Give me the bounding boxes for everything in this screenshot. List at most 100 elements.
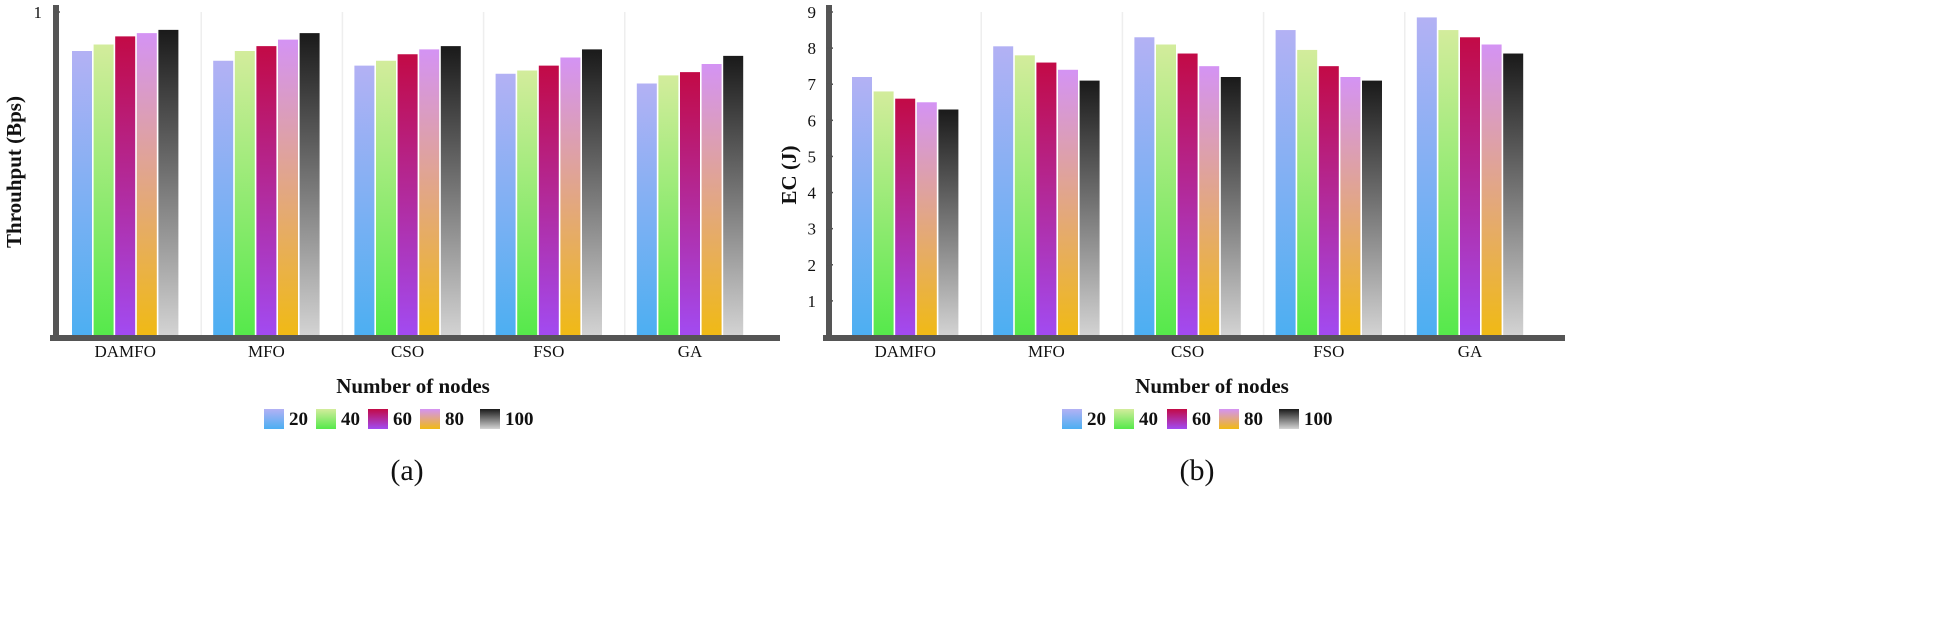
bar-ga-20 bbox=[636, 83, 657, 337]
bar-mfo-80 bbox=[278, 39, 298, 337]
legend-label-80: 80 bbox=[1244, 409, 1263, 430]
bar-fso-100 bbox=[582, 49, 602, 337]
y-tick-label: 1 bbox=[34, 3, 43, 22]
category-label: GA bbox=[1458, 342, 1483, 361]
legend-swatch-100 bbox=[480, 409, 500, 429]
bar-fso-100 bbox=[1362, 80, 1382, 337]
panel-label: (a) bbox=[390, 454, 423, 487]
y-tick-label: 5 bbox=[808, 147, 817, 166]
category-label: DAMFO bbox=[94, 342, 155, 361]
bar-damfo-40 bbox=[873, 91, 894, 337]
bar-cso-40 bbox=[376, 60, 396, 337]
throughput-chart: DAMFO MFO CSO FSO GA 1 Throuhput (Bps) Number o… bbox=[2, 3, 780, 487]
y-tick-label: 7 bbox=[808, 75, 817, 94]
legend-label-100: 100 bbox=[505, 409, 534, 430]
bar-cso-80 bbox=[1199, 66, 1220, 338]
legend-label-40: 40 bbox=[341, 409, 360, 430]
bar-fso-60 bbox=[1318, 66, 1339, 338]
bar-mfo-80 bbox=[1058, 69, 1078, 338]
legend-label-80: 80 bbox=[445, 409, 464, 430]
bar-fso-60 bbox=[538, 65, 559, 337]
bar-fso-40 bbox=[1297, 49, 1318, 338]
bar-cso-100 bbox=[1220, 77, 1241, 337]
y-tick-label: 2 bbox=[808, 256, 817, 275]
bar-damfo-20 bbox=[72, 51, 92, 337]
legend-swatch-20 bbox=[264, 409, 284, 429]
legend-label-20: 20 bbox=[289, 409, 308, 430]
bar-mfo-20 bbox=[213, 60, 234, 337]
bar-damfo-80 bbox=[916, 102, 937, 338]
legend-label-60: 60 bbox=[393, 409, 412, 430]
legend-swatch-40 bbox=[1114, 409, 1134, 429]
bar-damfo-100 bbox=[938, 109, 959, 337]
legend-swatch-80 bbox=[420, 409, 440, 429]
category-label: GA bbox=[678, 342, 703, 361]
bar-ga-80 bbox=[1481, 44, 1502, 337]
bar-ga-100 bbox=[1503, 53, 1524, 338]
panel-label: (b) bbox=[1180, 454, 1215, 487]
bar-mfo-40 bbox=[234, 51, 255, 337]
bar-damfo-20 bbox=[852, 77, 872, 337]
bar-cso-40 bbox=[1156, 44, 1176, 337]
bar-fso-80 bbox=[1340, 77, 1361, 337]
bar-mfo-100 bbox=[299, 33, 320, 337]
category-label: FSO bbox=[1313, 342, 1344, 361]
bar-fso-40 bbox=[517, 70, 538, 337]
legend-swatch-80 bbox=[1219, 409, 1239, 429]
bar-damfo-40 bbox=[93, 44, 114, 337]
bar-ga-40 bbox=[658, 75, 679, 337]
category-label: MFO bbox=[1028, 342, 1065, 361]
legend-swatch-60 bbox=[1167, 409, 1187, 429]
bar-ga-60 bbox=[1460, 37, 1480, 338]
bar-cso-20 bbox=[1134, 37, 1155, 338]
bar-mfo-40 bbox=[1014, 55, 1035, 337]
bar-cso-100 bbox=[440, 46, 461, 337]
legend-label-60: 60 bbox=[1192, 409, 1211, 430]
bar-ga-20 bbox=[1416, 17, 1437, 338]
y-tick-label: 4 bbox=[808, 184, 817, 203]
bar-cso-20 bbox=[354, 65, 375, 337]
bar-damfo-60 bbox=[115, 36, 136, 337]
y-tick-label: 1 bbox=[808, 292, 817, 311]
y-tick-label: 9 bbox=[808, 3, 817, 22]
bar-fso-20 bbox=[1275, 30, 1296, 338]
chart-panel-a: DAMFO MFO CSO FSO GA 1 Throuhput (Bps) Number o… bbox=[0, 0, 780, 623]
y-tick-label: 6 bbox=[808, 111, 817, 130]
category-label: FSO bbox=[533, 342, 564, 361]
bar-ga-100 bbox=[723, 55, 744, 337]
category-label: CSO bbox=[1171, 342, 1204, 361]
bar-cso-60 bbox=[397, 54, 418, 337]
chart-panel-b: DAMFO MFO CSO FSO GA 1 2 3 4 5 6 7 8 9 EC (J) Number of… bbox=[780, 0, 1950, 623]
bar-ga-80 bbox=[701, 64, 722, 337]
category-label: CSO bbox=[391, 342, 424, 361]
legend-label-20: 20 bbox=[1087, 409, 1106, 430]
category-label: MFO bbox=[248, 342, 285, 361]
y-tick-label: 8 bbox=[808, 39, 817, 58]
bar-mfo-60 bbox=[1036, 62, 1057, 338]
y-tick-label: 3 bbox=[808, 220, 817, 239]
bar-mfo-60 bbox=[256, 46, 277, 337]
category-label: DAMFO bbox=[874, 342, 935, 361]
bar-ga-40 bbox=[1438, 30, 1459, 338]
bar-mfo-100 bbox=[1079, 80, 1100, 337]
bar-ga-60 bbox=[680, 72, 700, 337]
energy-consumption-chart: DAMFO MFO CSO FSO GA 1 2 3 4 5 6 7 8 9 EC (J) Number of… bbox=[780, 3, 1565, 487]
bar-damfo-60 bbox=[895, 98, 916, 338]
bar-damfo-100 bbox=[158, 29, 179, 337]
y-axis-title: EC (J) bbox=[780, 146, 801, 205]
legend-label-100: 100 bbox=[1304, 409, 1333, 430]
bar-mfo-20 bbox=[993, 46, 1014, 338]
bar-fso-20 bbox=[495, 73, 516, 337]
legend-swatch-20 bbox=[1062, 409, 1082, 429]
legend-swatch-40 bbox=[316, 409, 336, 429]
bar-cso-80 bbox=[419, 49, 440, 337]
x-axis-title: Number of nodes bbox=[336, 374, 490, 398]
y-axis-title: Throuhput (Bps) bbox=[2, 96, 26, 248]
bar-cso-60 bbox=[1177, 53, 1198, 338]
legend-label-40: 40 bbox=[1139, 409, 1158, 430]
bar-fso-80 bbox=[560, 57, 581, 337]
legend-swatch-100 bbox=[1279, 409, 1299, 429]
x-axis-title: Number of nodes bbox=[1135, 374, 1289, 398]
legend-swatch-60 bbox=[368, 409, 388, 429]
bar-damfo-80 bbox=[136, 33, 157, 337]
